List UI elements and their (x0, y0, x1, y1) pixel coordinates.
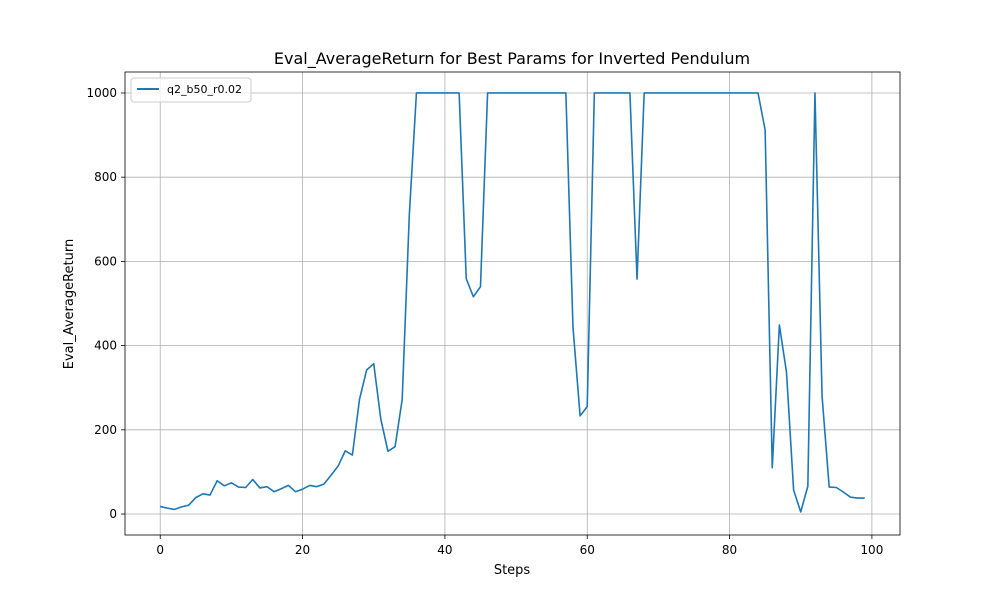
x-tick-label: 80 (722, 543, 737, 557)
y-tick-label: 400 (94, 339, 117, 353)
x-tick-label: 0 (156, 543, 164, 557)
legend: q2_b50_r0.02 (130, 77, 252, 103)
plot-frame (124, 71, 901, 536)
legend-label: q2_b50_r0.02 (167, 83, 242, 96)
series-line (160, 92, 865, 513)
y-tick-label: 1000 (86, 86, 117, 100)
grid (125, 72, 900, 535)
y-tick-label: 600 (94, 254, 117, 268)
series-layer (160, 92, 865, 513)
x-tick-label: 40 (437, 543, 452, 557)
chart-title: Eval_AverageReturn for Best Params for I… (274, 49, 750, 69)
y-axis-label: Eval_AverageReturn (62, 239, 77, 370)
y-tick-label: 800 (94, 170, 117, 184)
x-tick-label: 60 (580, 543, 595, 557)
x-tick-label: 20 (295, 543, 310, 557)
legend-box (130, 77, 252, 103)
y-tick-label: 200 (94, 423, 117, 437)
y-tick-label: 0 (109, 507, 117, 521)
x-axis-label: Steps (494, 563, 531, 578)
x-tick-label: 100 (860, 543, 883, 557)
